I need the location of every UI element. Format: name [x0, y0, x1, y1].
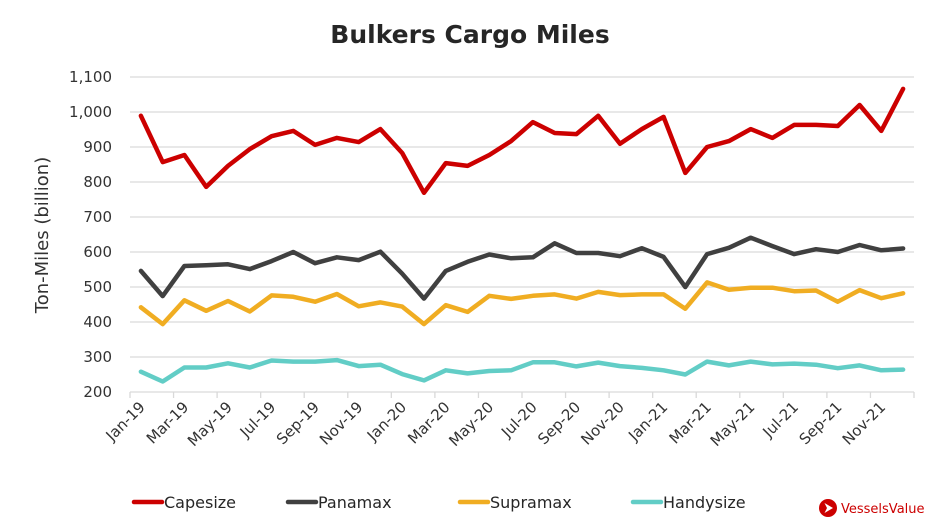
x-tick-label: Nov-21 [839, 398, 889, 448]
x-tick-label: Mar-19 [143, 398, 192, 447]
y-tick-label: 1,000 [69, 103, 112, 121]
y-tick-label: 600 [83, 243, 112, 261]
brand-logo: VesselsValue [819, 499, 925, 517]
x-tick-label: Mar-20 [404, 398, 453, 447]
series-line-supramax [138, 280, 906, 327]
legend-label-handysize: Handysize [663, 493, 746, 512]
x-tick-label: Jan-20 [363, 398, 410, 445]
series-line-panamax [138, 235, 906, 301]
x-tick-label: Jan-21 [624, 398, 671, 445]
y-tick-label: 300 [83, 348, 112, 366]
x-tick-label: May-21 [707, 398, 759, 450]
chart-title: Bulkers Cargo Miles [330, 20, 609, 49]
x-tick-label: May-20 [445, 398, 497, 450]
legend-label-supramax: Supramax [490, 493, 572, 512]
x-tick-label: Sep-21 [796, 398, 846, 448]
brand-name: VesselsValue [841, 502, 925, 517]
y-tick-label: 800 [83, 173, 112, 191]
y-tick-label: 700 [83, 208, 112, 226]
series-lines [138, 86, 906, 384]
x-tick-label: Jan-19 [102, 398, 149, 445]
y-axis-label: Ton-Miles (billion) [32, 157, 53, 314]
x-tick-label: Mar-21 [666, 398, 715, 447]
y-tick-label: 400 [83, 313, 112, 331]
x-tick-label: May-19 [184, 398, 236, 450]
legend-label-panamax: Panamax [318, 493, 392, 512]
y-tick-label: 1,100 [69, 68, 112, 86]
series-line-handysize [138, 357, 906, 384]
gridlines [130, 76, 914, 358]
series-line-capesize [138, 86, 906, 196]
x-tick-label: Nov-20 [577, 398, 627, 448]
legend: Capesize Panamax Supramax Handysize [131, 493, 746, 512]
y-tick-label: 200 [83, 383, 112, 401]
x-tick-label: Sep-20 [534, 398, 584, 448]
x-axis [129, 391, 915, 398]
y-tick-label: 500 [83, 278, 112, 296]
y-tick-label: 900 [83, 138, 112, 156]
y-tick-labels: 200 300 400 500 600 700 800 900 1,000 1,100 [69, 68, 112, 401]
legend-label-capesize: Capesize [164, 493, 236, 512]
x-tick-label: Sep-19 [273, 398, 323, 448]
x-tick-label: Nov-19 [316, 398, 366, 448]
logo-triangle-icon [824, 503, 833, 513]
